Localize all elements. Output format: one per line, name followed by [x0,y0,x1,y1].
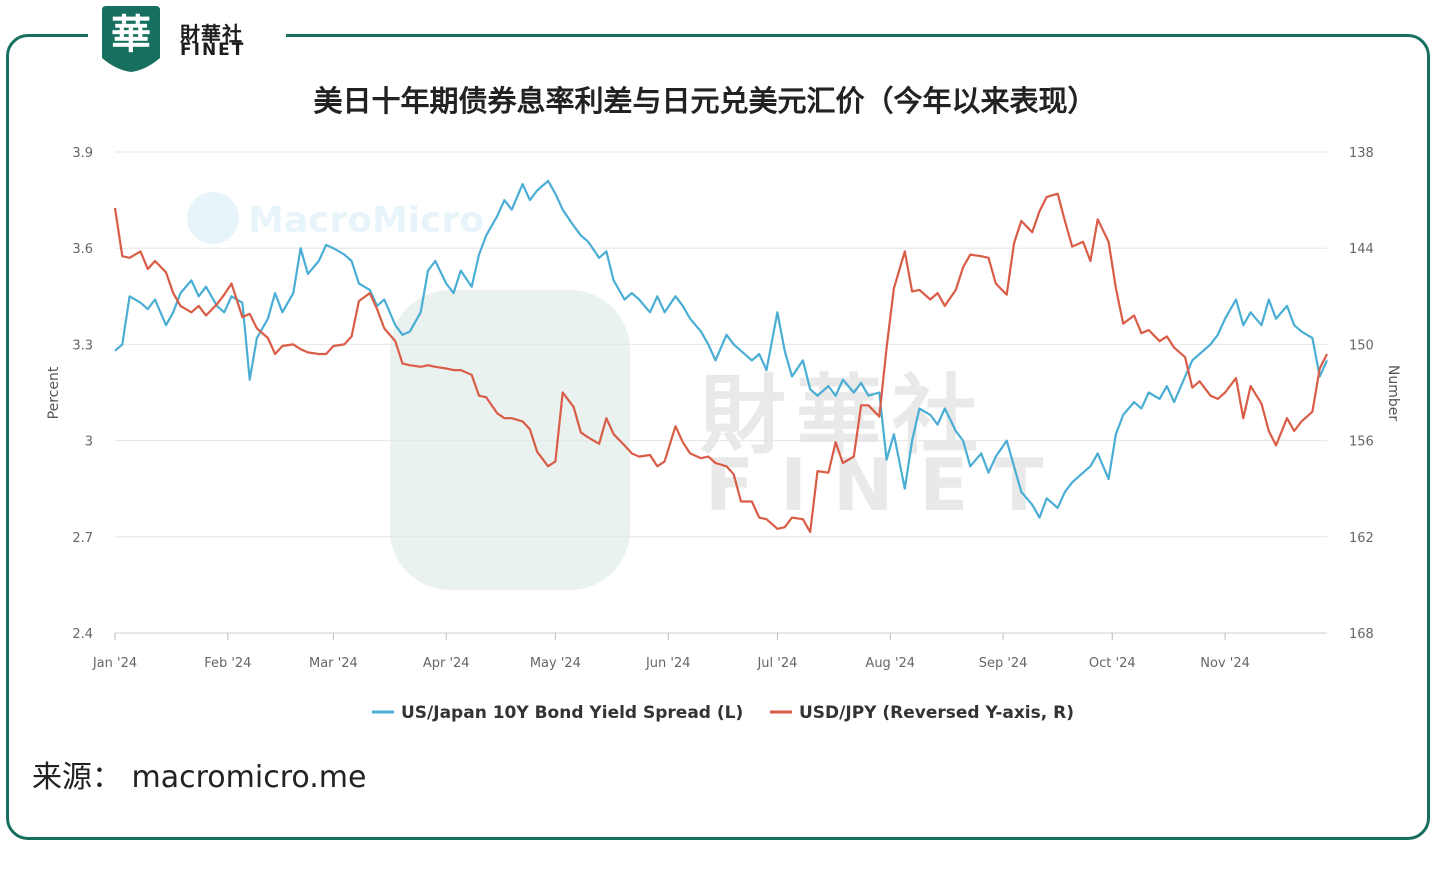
x-tick-label: Sep '24 [979,656,1028,671]
x-tick-label: Jul '24 [756,656,797,671]
series-line-spread [114,179,1329,519]
watermark-macromicro: MacroMicro [248,200,484,241]
legend-label-spread[interactable]: US/Japan 10Y Bond Yield Spread (L) [401,703,743,723]
watermark-seal-icon [390,290,630,590]
x-tick-label: Aug '24 [865,656,915,671]
chart-frame [6,34,1430,840]
brand-name-cn: 財華社 [180,22,243,46]
legend: US/Japan 10Y Bond Yield Spread (L) USD/J… [372,703,1074,723]
watermark-group: MacroMicro 財華社 FINET [187,192,1070,590]
series-group [113,179,1329,534]
y-left-tick-label: 3.6 [72,242,93,257]
source-note: 来源： macromicro.me [32,760,367,795]
x-tick-label: Apr '24 [423,656,470,671]
x-tick-label: Mar '24 [309,656,358,671]
chart-title: 美日十年期债券息率利差与日元兑美元汇价（今年以来表现） [313,84,1097,118]
x-tick-label: Oct '24 [1089,656,1136,671]
y-right-tick-label: 168 [1349,627,1374,642]
seal-character: 華 [111,11,151,58]
finet-seal-icon: 華 [102,6,160,72]
y-axis-right: 138 144 150 156 162 168 [1349,146,1374,642]
x-tick-label: Nov '24 [1200,656,1250,671]
y-right-tick-label: 150 [1349,338,1374,353]
y-right-tick-label: 138 [1349,146,1374,161]
grid-lines [115,151,1327,634]
x-tick-label: Feb '24 [204,656,251,671]
brand-name-en: FINET [180,40,246,60]
macromicro-logo-icon [187,192,239,244]
y-left-tick-label: 2.4 [72,627,93,642]
series-line-usdjpy [113,192,1328,534]
y-left-tick-label: 2.7 [72,531,93,546]
y-right-tick-label: 162 [1349,531,1374,546]
watermark-finet-en: FINET [705,443,1070,527]
y-right-tick-label: 144 [1349,242,1374,257]
y-axis-right-label: Number [1385,365,1401,421]
x-tick-label: Jan '24 [92,656,137,671]
x-tick-label: Jun '24 [645,656,691,671]
y-axis-left: 2.4 2.7 3 3.3 3.6 3.9 [72,146,93,642]
y-left-tick-label: 3.9 [72,146,93,161]
y-left-tick-label: 3.3 [72,338,93,353]
y-right-tick-label: 156 [1349,435,1374,450]
legend-label-usdjpy[interactable]: USD/JPY (Reversed Y-axis, R) [799,703,1074,723]
x-tick-label: May '24 [530,656,581,671]
y-axis-left-label: Percent [46,366,62,419]
x-axis: Jan '24 Feb '24 Mar '24 Apr '24 May '24 Jun '… [92,633,1250,671]
y-left-tick-label: 3 [85,435,93,450]
